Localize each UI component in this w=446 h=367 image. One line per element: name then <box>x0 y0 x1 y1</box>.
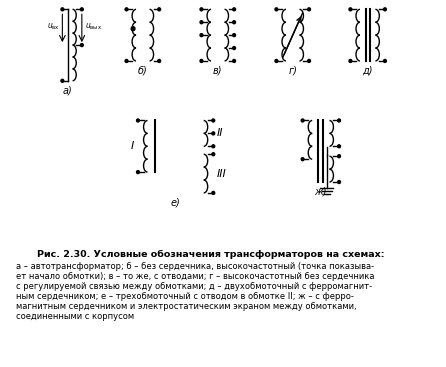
Circle shape <box>200 34 203 37</box>
Circle shape <box>212 153 215 156</box>
Circle shape <box>233 21 235 24</box>
Circle shape <box>233 34 235 37</box>
Circle shape <box>125 59 128 62</box>
Circle shape <box>131 27 135 31</box>
Circle shape <box>200 21 203 24</box>
Circle shape <box>200 59 203 62</box>
Circle shape <box>308 59 310 62</box>
Circle shape <box>136 119 139 122</box>
Circle shape <box>212 132 215 135</box>
Text: а): а) <box>63 86 73 96</box>
Circle shape <box>158 59 161 62</box>
Circle shape <box>384 8 386 11</box>
Circle shape <box>158 8 161 11</box>
Text: с регулируемой связью между обмотками; д – двухобмоточный с ферромагнит-: с регулируемой связью между обмотками; д… <box>17 282 372 291</box>
Text: $u_{\rm вх}$: $u_{\rm вх}$ <box>46 22 60 32</box>
Text: б): б) <box>138 66 148 76</box>
Circle shape <box>308 8 310 11</box>
Circle shape <box>301 158 304 161</box>
Text: ет начало обмотки); в – то же, с отводами; г – высокочастотный без сердечника: ет начало обмотки); в – то же, с отводам… <box>17 272 375 281</box>
Text: Рис. 2.30. Условные обозначения трансформаторов на схемах:: Рис. 2.30. Условные обозначения трансфор… <box>37 250 385 259</box>
Circle shape <box>212 119 215 122</box>
Circle shape <box>136 171 139 174</box>
Text: II: II <box>217 128 223 138</box>
Text: в): в) <box>213 66 223 76</box>
Circle shape <box>125 8 128 11</box>
Circle shape <box>349 8 352 11</box>
Text: магнитным сердечником и электростатическим экраном между обмотками,: магнитным сердечником и электростатическ… <box>17 302 357 311</box>
Text: г): г) <box>288 66 297 76</box>
Text: III: III <box>217 168 227 179</box>
Text: I: I <box>131 141 134 151</box>
Circle shape <box>80 44 83 47</box>
Circle shape <box>275 8 278 11</box>
Circle shape <box>349 59 352 62</box>
Text: соединенными с корпусом: соединенными с корпусом <box>17 312 135 321</box>
Text: ным сердечником; е – трехобмоточный с отводом в обмотке II; ж – с ферро-: ным сердечником; е – трехобмоточный с от… <box>17 292 354 301</box>
Circle shape <box>338 119 340 122</box>
Circle shape <box>233 47 235 50</box>
Circle shape <box>233 8 235 11</box>
Circle shape <box>233 59 235 62</box>
Text: д): д) <box>363 66 373 76</box>
Circle shape <box>338 181 340 184</box>
Circle shape <box>80 8 83 11</box>
Circle shape <box>200 8 203 11</box>
Text: ж): ж) <box>314 187 327 197</box>
Circle shape <box>338 145 340 148</box>
Circle shape <box>384 59 386 62</box>
Circle shape <box>61 79 64 82</box>
Circle shape <box>301 119 304 122</box>
Circle shape <box>338 155 340 158</box>
Text: е): е) <box>171 198 181 208</box>
Text: $u_{\rm вых}$: $u_{\rm вых}$ <box>85 21 102 32</box>
Circle shape <box>212 145 215 148</box>
Circle shape <box>61 8 64 11</box>
Text: а – автотрансформатор; б – без сердечника, высокочастотный (точка показыва-: а – автотрансформатор; б – без сердечник… <box>17 262 375 272</box>
Circle shape <box>275 59 278 62</box>
Circle shape <box>212 192 215 195</box>
